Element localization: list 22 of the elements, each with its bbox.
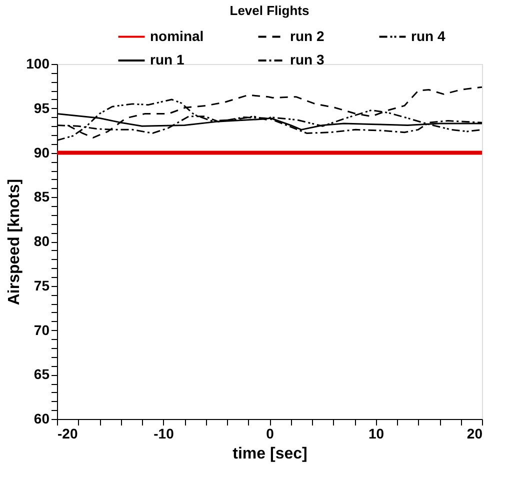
y-tick-label: 70 <box>34 322 50 338</box>
y-tick-label: 65 <box>34 366 50 382</box>
y-tick-label: 95 <box>34 100 50 116</box>
legend-label: run 1 <box>150 52 184 68</box>
y-tick-label: 100 <box>26 56 50 72</box>
legend-label: run 4 <box>411 28 446 44</box>
chart-title: Level Flights <box>230 3 310 18</box>
x-tick-label: -10 <box>154 426 174 442</box>
y-tick-label: 75 <box>34 277 50 294</box>
y-tick-label: 85 <box>34 188 50 205</box>
x-tick-label: 10 <box>368 426 384 442</box>
x-tick-label: 20 <box>466 426 483 442</box>
y-tick-label: 80 <box>34 233 50 249</box>
y-tick-label: 90 <box>34 144 50 160</box>
legend-label: nominal <box>150 28 204 44</box>
legend-label: run 2 <box>290 28 324 44</box>
y-tick-label: 60 <box>34 410 50 426</box>
y-axis-title: Airspeed [knots] <box>6 178 24 306</box>
x-tick-label: 0 <box>266 426 274 442</box>
x-axis-title: time [sec] <box>232 446 308 462</box>
x-tick-label: -20 <box>58 426 78 442</box>
legend-label: run 3 <box>290 52 324 68</box>
